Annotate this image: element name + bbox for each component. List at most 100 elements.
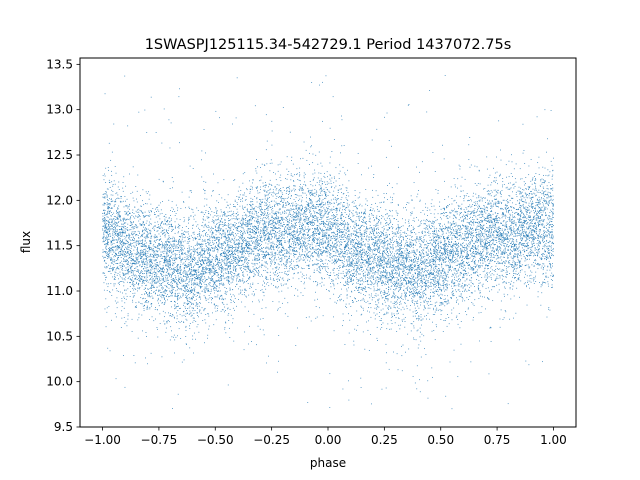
data-point — [511, 258, 513, 259]
data-point — [334, 219, 336, 221]
data-point — [184, 306, 186, 308]
data-point — [296, 231, 298, 233]
data-point — [229, 215, 231, 216]
data-point — [413, 228, 415, 229]
data-point — [176, 250, 178, 251]
data-point — [439, 269, 440, 271]
data-point — [483, 228, 484, 229]
data-point — [446, 243, 448, 244]
data-point — [341, 262, 343, 263]
data-point — [522, 204, 524, 206]
data-point — [221, 247, 223, 249]
data-point — [297, 272, 299, 274]
data-point — [470, 292, 472, 294]
data-point — [306, 222, 308, 224]
data-point — [484, 258, 486, 260]
data-point — [294, 233, 296, 235]
data-point — [534, 189, 536, 191]
data-point — [352, 221, 354, 222]
data-point — [271, 215, 273, 217]
data-point — [435, 255, 437, 257]
data-point — [527, 245, 529, 247]
data-point — [383, 264, 385, 265]
data-point — [384, 299, 386, 301]
data-point — [507, 208, 508, 209]
data-point — [335, 224, 337, 226]
data-point — [433, 260, 434, 261]
data-point — [112, 289, 114, 291]
data-point — [136, 283, 137, 284]
data-point — [275, 194, 276, 196]
data-point — [339, 229, 341, 231]
data-point — [456, 248, 458, 250]
data-point — [466, 237, 468, 239]
data-point — [552, 203, 553, 204]
data-point — [544, 200, 546, 202]
data-point — [141, 294, 143, 295]
data-point — [280, 261, 282, 263]
data-point — [426, 219, 427, 220]
data-point — [484, 207, 486, 209]
data-point — [527, 255, 529, 257]
data-point — [117, 197, 119, 199]
data-point — [548, 307, 550, 308]
data-point — [545, 243, 547, 245]
data-point — [289, 265, 290, 267]
data-point — [172, 288, 174, 290]
data-point — [365, 278, 366, 280]
data-point — [294, 253, 296, 255]
data-point — [408, 226, 410, 228]
data-point — [112, 250, 114, 252]
data-point — [294, 216, 295, 218]
data-point — [303, 283, 305, 285]
data-point — [186, 312, 188, 314]
data-point — [135, 254, 137, 256]
data-point — [273, 191, 274, 193]
data-point — [356, 224, 358, 226]
data-point — [504, 225, 506, 227]
data-point — [454, 243, 456, 245]
data-point — [222, 215, 223, 217]
data-point — [331, 242, 333, 244]
data-point — [462, 250, 464, 252]
data-point — [260, 199, 262, 200]
data-point — [451, 298, 452, 299]
data-point — [456, 258, 458, 260]
data-point — [279, 241, 281, 242]
data-point — [241, 256, 243, 257]
data-point — [104, 224, 106, 226]
data-point — [331, 202, 333, 204]
data-point — [378, 262, 380, 264]
data-point — [122, 268, 123, 269]
data-point — [503, 239, 505, 241]
data-point — [309, 228, 311, 230]
data-point — [264, 235, 266, 236]
data-point — [277, 216, 279, 218]
data-point — [549, 309, 551, 311]
data-point — [183, 262, 185, 264]
data-point — [346, 238, 347, 240]
data-point — [276, 238, 278, 240]
data-point — [311, 189, 313, 191]
data-point — [503, 224, 505, 226]
data-point — [334, 215, 336, 216]
data-point — [394, 233, 396, 235]
data-point — [216, 272, 218, 274]
data-point — [226, 268, 228, 270]
data-point — [230, 247, 232, 248]
data-point — [132, 234, 134, 235]
data-point — [256, 267, 257, 269]
data-point — [508, 225, 510, 227]
data-point — [354, 221, 356, 223]
data-point — [418, 344, 420, 346]
data-point — [552, 208, 554, 210]
data-point — [476, 239, 478, 241]
data-point — [334, 187, 336, 189]
data-point — [402, 232, 404, 233]
data-point — [268, 202, 270, 203]
data-point — [243, 266, 245, 268]
data-point — [452, 273, 454, 275]
data-point — [307, 234, 309, 235]
data-point — [311, 201, 313, 203]
data-point — [148, 272, 150, 274]
